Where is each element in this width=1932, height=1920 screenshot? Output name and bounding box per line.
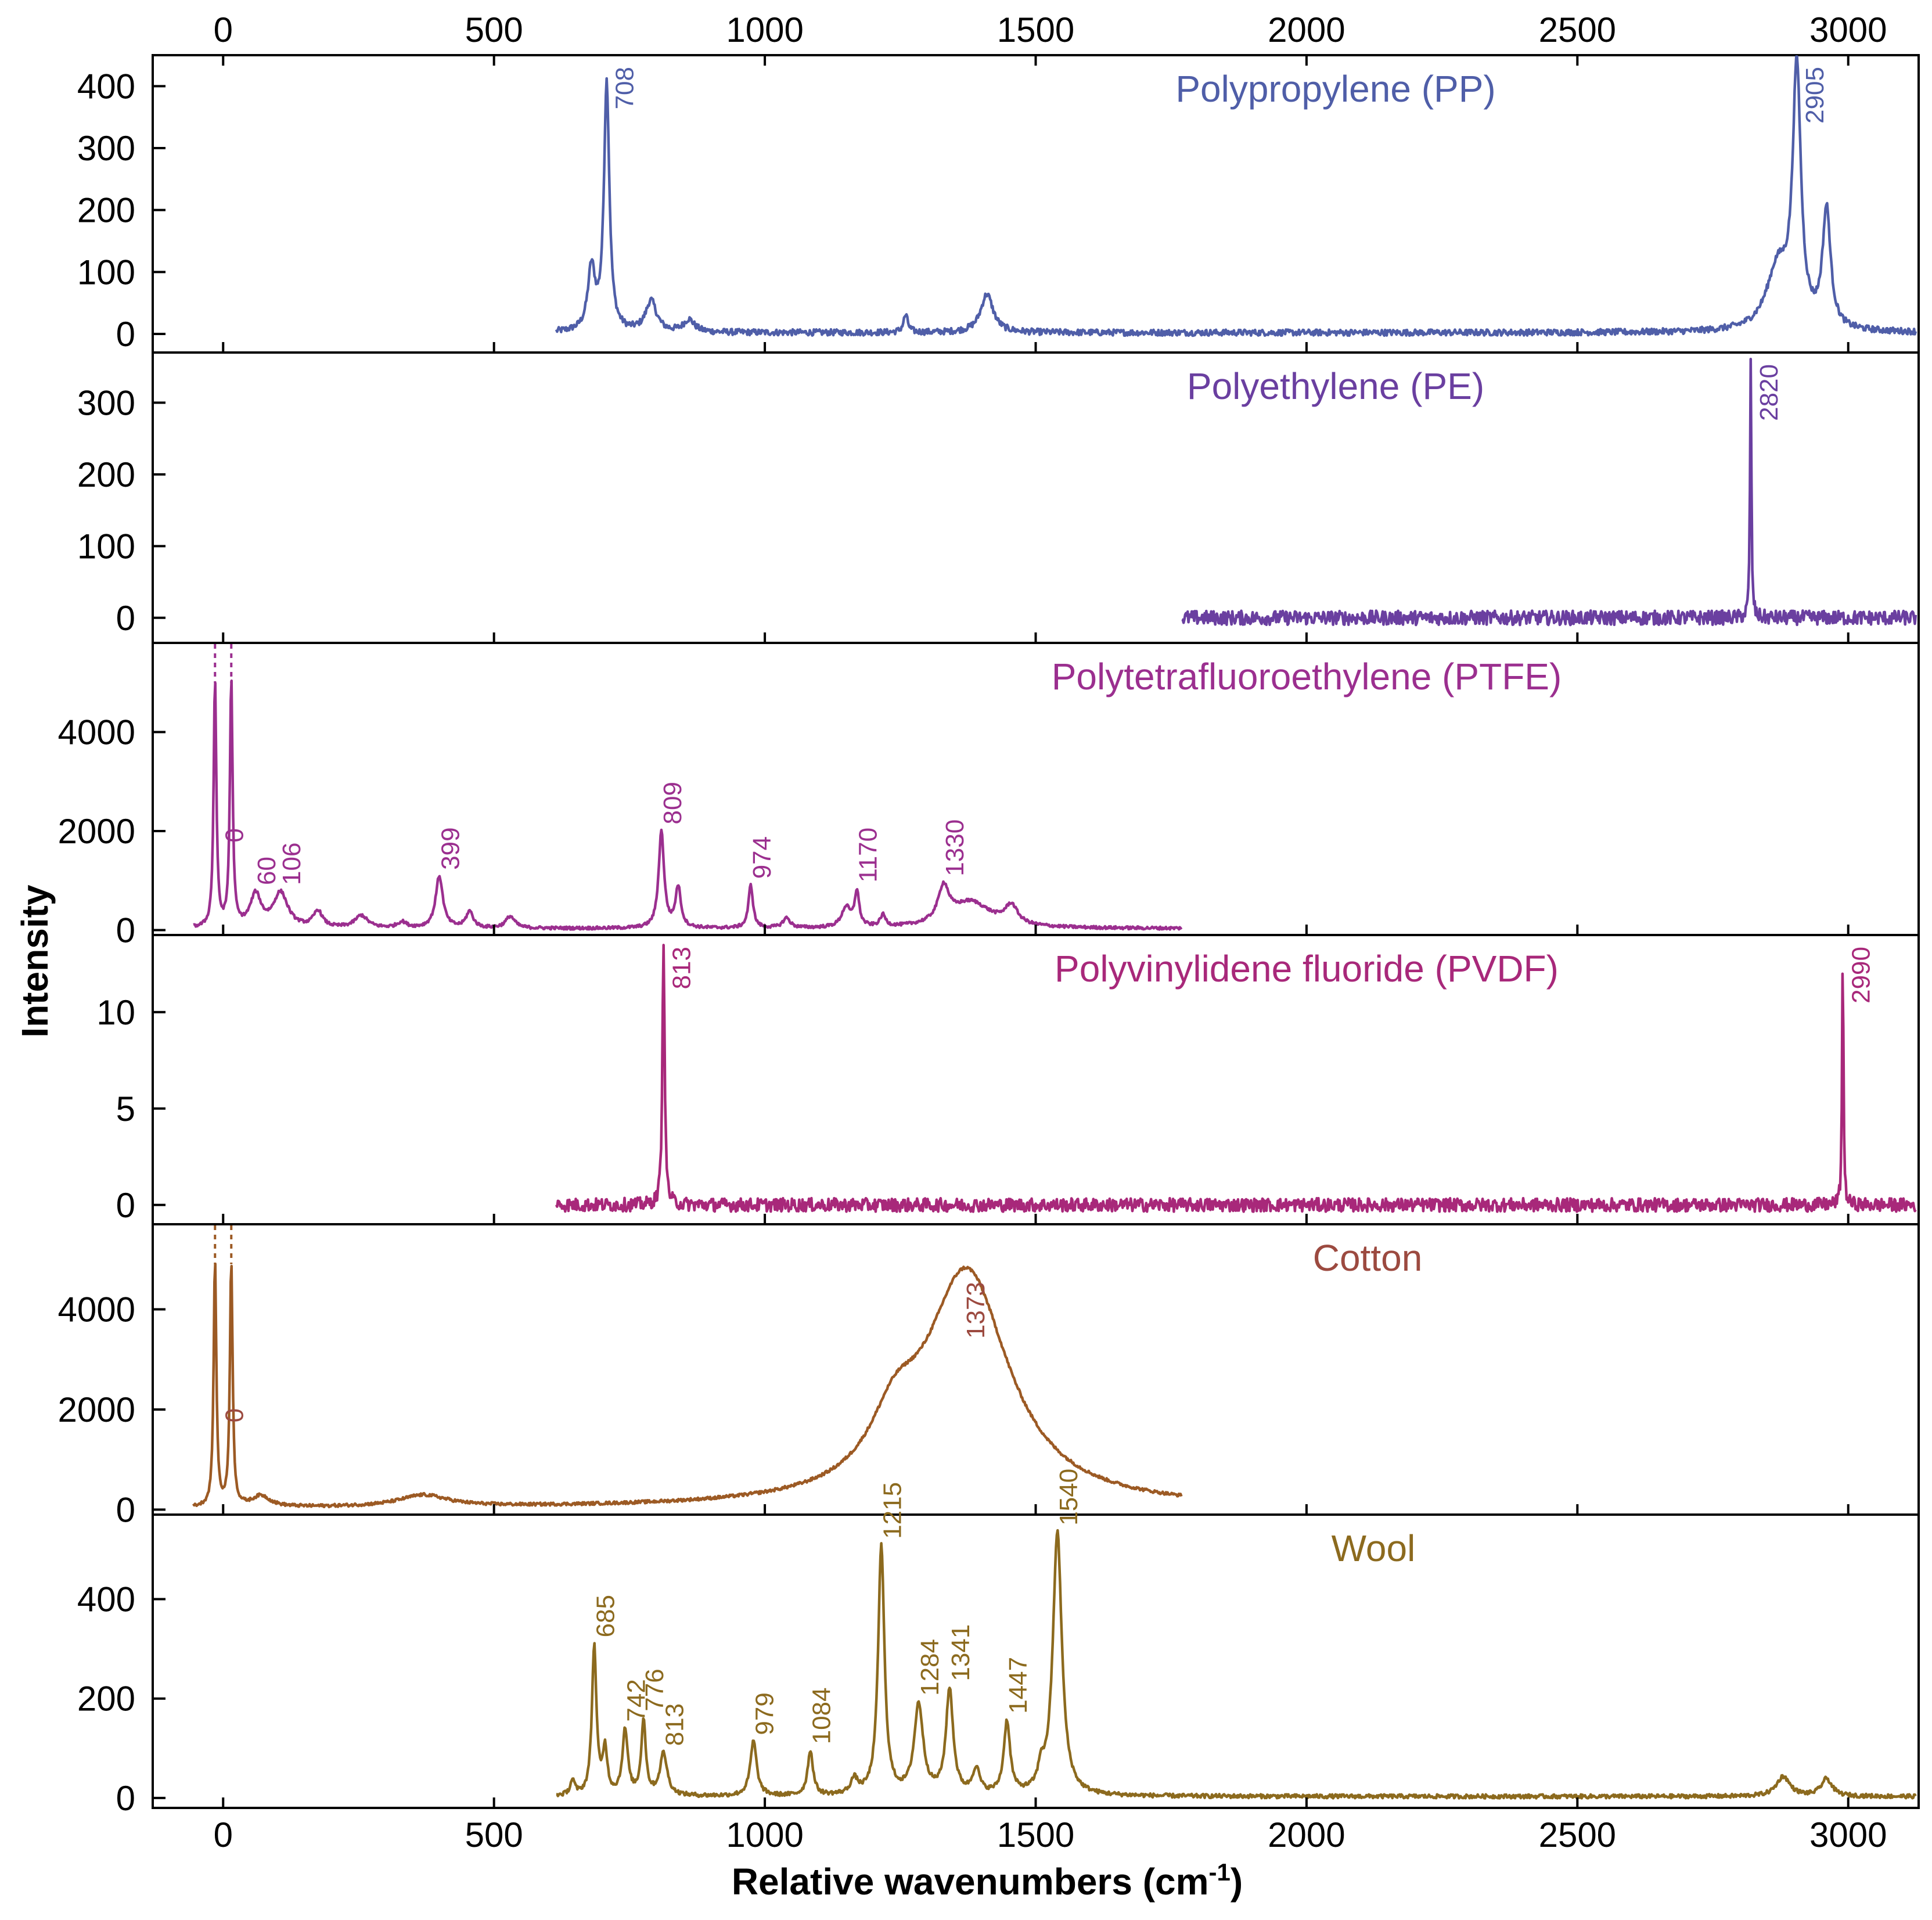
panel-frame-pp — [152, 54, 1920, 354]
y-tick-label-pp: 300 — [77, 129, 135, 168]
panel-title-pp: Polypropylene (PP) — [1175, 68, 1495, 110]
panel-title-ptfe: Polytetrafluoroethylene (PTFE) — [1052, 656, 1562, 697]
axes: 0100200300400010020030002000400005100200… — [58, 10, 1887, 1854]
spectrum-line-cotton — [192, 1263, 1183, 1509]
peak-label-wool: 1540 — [1055, 1469, 1083, 1526]
peak-label-pvdf: 2990 — [1847, 947, 1875, 1004]
spectrum-line-ptfe — [193, 679, 1183, 931]
spectrum-line-pvdf — [555, 944, 1917, 1213]
y-tick-label-pp: 0 — [116, 315, 135, 354]
spectrum-line-pp — [555, 55, 1917, 337]
peak-label-ptfe: 60 — [253, 857, 281, 885]
x-tick-label-top: 1500 — [997, 10, 1074, 49]
peak-label-wool: 979 — [751, 1692, 779, 1735]
y-tick-label-pe: 200 — [77, 455, 135, 494]
panel-frame-cotton — [152, 1223, 1920, 1516]
x-tick-label-top: 3000 — [1809, 10, 1887, 49]
y-tick-label-pp: 200 — [77, 191, 135, 230]
y-tick-label-pp: 100 — [77, 253, 135, 292]
peak-label-wool: 1084 — [807, 1687, 836, 1744]
peak-label-wool: 1284 — [916, 1639, 944, 1696]
peak-label-pp: 708 — [611, 67, 639, 109]
x-axis-title-main: Relative wavenumbers (cm — [732, 1861, 1209, 1903]
x-axis-title: Relative wavenumbers (cm-1) — [732, 1858, 1243, 1903]
peak-label-ptfe: 1330 — [941, 819, 969, 876]
x-tick-label-bottom: 1500 — [997, 1815, 1074, 1854]
y-tick-label-wool: 400 — [77, 1580, 135, 1619]
x-tick-label-top: 1000 — [726, 10, 803, 49]
x-tick-label-bottom: 0 — [214, 1815, 233, 1854]
panel-title-pe: Polyethylene (PE) — [1187, 365, 1484, 407]
y-tick-label-pe: 300 — [77, 383, 135, 422]
peak-labels: Polypropylene (PP) 708 2905 Polyethylene (P… — [220, 67, 1875, 1746]
y-tick-label-pe: 0 — [116, 599, 135, 638]
y-tick-label-ptfe: 0 — [116, 911, 135, 950]
peak-label-wool: 813 — [661, 1703, 689, 1746]
panel-frame-pe — [152, 351, 1920, 644]
peak-label-wool: 1447 — [1004, 1657, 1032, 1714]
y-axis-title: Intensity — [14, 885, 56, 1038]
y-tick-label-pvdf: 10 — [96, 993, 135, 1032]
y-tick-label-pvdf: 0 — [116, 1186, 135, 1225]
y-tick-label-pe: 100 — [77, 527, 135, 566]
panel-title-cotton: Cotton — [1313, 1237, 1423, 1279]
x-tick-label-top: 0 — [214, 10, 233, 49]
x-tick-label-top: 500 — [465, 10, 523, 49]
x-tick-label-bottom: 2000 — [1268, 1815, 1345, 1854]
peak-label-ptfe: 809 — [659, 782, 687, 824]
x-tick-label-top: 2000 — [1268, 10, 1345, 49]
panel-title-pvdf: Polyvinylidene fluoride (PVDF) — [1055, 948, 1559, 990]
peak-label-cotton: 1373 — [962, 1282, 990, 1339]
peak-label-wool: 776 — [641, 1669, 669, 1711]
y-tick-label-cotton: 2000 — [58, 1390, 135, 1429]
y-tick-label-pp: 400 — [77, 67, 135, 106]
spectrum-traces — [192, 55, 1917, 1800]
x-axis-title-superscript: -1 — [1209, 1858, 1231, 1886]
peak-label-wool: 685 — [591, 1595, 620, 1637]
peak-label-pp: 2905 — [1801, 67, 1829, 124]
x-tick-label-bottom: 500 — [465, 1815, 523, 1854]
spectrum-line-wool — [556, 1529, 1917, 1800]
peak-label-wool: 1341 — [947, 1624, 975, 1681]
peak-label-ptfe: 0 — [220, 828, 249, 842]
x-axis-title-close: ) — [1231, 1861, 1243, 1903]
peak-label-wool: 742 — [622, 1679, 650, 1721]
panel-frame-pvdf — [152, 934, 1920, 1225]
spectrum-line-pe — [1181, 357, 1917, 627]
peak-label-pe: 2820 — [1755, 364, 1783, 421]
y-tick-label-wool: 200 — [77, 1680, 135, 1718]
x-tick-label-bottom: 2500 — [1539, 1815, 1616, 1854]
y-tick-label-cotton: 4000 — [58, 1290, 135, 1329]
x-tick-label-top: 2500 — [1539, 10, 1616, 49]
peak-label-ptfe: 399 — [437, 827, 465, 869]
y-tick-label-ptfe: 4000 — [58, 713, 135, 752]
x-tick-label-bottom: 3000 — [1809, 1815, 1887, 1854]
peak-label-ptfe: 106 — [278, 843, 306, 885]
peak-label-wool: 1215 — [879, 1482, 907, 1539]
peak-label-ptfe: 1170 — [854, 828, 883, 883]
x-tick-label-bottom: 1000 — [726, 1815, 803, 1854]
panel-frame-ptfe — [152, 642, 1920, 936]
y-tick-label-pvdf: 5 — [116, 1090, 135, 1128]
panel-frame-wool — [152, 1513, 1920, 1809]
y-tick-label-ptfe: 2000 — [58, 812, 135, 851]
peak-label-ptfe: 974 — [748, 836, 776, 879]
peak-label-pvdf: 813 — [668, 947, 696, 989]
panel-title-wool: Wool — [1332, 1527, 1416, 1569]
y-tick-label-cotton: 0 — [116, 1490, 135, 1529]
peak-label-cotton: 0 — [220, 1408, 249, 1422]
y-tick-label-wool: 0 — [116, 1779, 135, 1818]
